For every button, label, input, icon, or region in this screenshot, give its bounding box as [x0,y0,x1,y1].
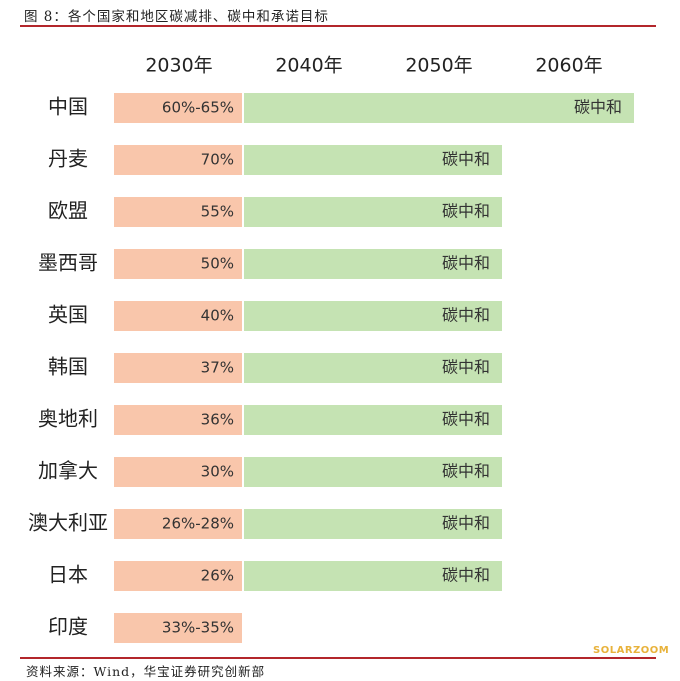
carbon-neutral-bar [244,249,502,279]
target-2030-bar [114,405,242,435]
carbon-neutral-bar [244,93,634,123]
target-2030-label: 30% [201,463,234,481]
carbon-neutral-bar [244,301,502,331]
country-label: 英国 [48,303,88,327]
target-2030-label: 70% [201,151,234,169]
target-2030-label: 26% [201,567,234,585]
target-2030-bar [114,145,242,175]
country-label: 印度 [48,615,88,639]
carbon-neutral-label: 碳中和 [442,514,490,533]
target-2030-bar [114,301,242,331]
carbon-neutral-label: 碳中和 [442,202,490,221]
target-2030-bar [114,561,242,591]
column-header-2: 2050年 [405,55,472,77]
carbon-neutral-label: 碳中和 [442,462,490,481]
country-label: 韩国 [48,355,88,379]
source-note: 资料来源：Wind，华宝证券研究创新部 [26,664,266,679]
country-label: 丹麦 [48,147,88,171]
target-2030-label: 33%-35% [162,619,234,637]
target-2030-bar [114,197,242,227]
column-header-1: 2040年 [275,55,342,77]
target-2030-label: 55% [201,203,234,221]
carbon-neutral-label: 碳中和 [442,358,490,377]
country-label: 欧盟 [48,199,88,223]
target-2030-label: 60%-65% [162,99,234,117]
carbon-neutral-bar [244,457,502,487]
target-2030-label: 40% [201,307,234,325]
country-label: 澳大利亚 [28,511,108,535]
country-label: 加拿大 [38,459,98,483]
target-2030-label: 36% [201,411,234,429]
target-2030-bar [114,613,242,643]
target-2030-label: 50% [201,255,234,273]
column-header-0: 2030年 [145,55,212,77]
top-rule [20,25,656,27]
carbon-neutral-label: 碳中和 [442,410,490,429]
carbon-neutral-label: 碳中和 [574,98,622,117]
target-2030-bar [114,249,242,279]
target-2030-bar [114,509,242,539]
country-label: 墨西哥 [38,251,98,275]
target-2030-label: 37% [201,359,234,377]
carbon-neutral-bar [244,405,502,435]
watermark: SOLARZOOM [593,645,670,656]
country-label: 中国 [48,95,88,119]
figure-caption: 图 8：各个国家和地区碳减排、碳中和承诺目标 [24,9,329,25]
carbon-neutral-bar [244,561,502,591]
carbon-neutral-label: 碳中和 [442,566,490,585]
column-header-3: 2060年 [535,55,602,77]
carbon-neutral-bar [244,197,502,227]
target-2030-bar [114,93,242,123]
country-label: 奥地利 [38,407,98,431]
carbon-neutral-label: 碳中和 [442,254,490,273]
carbon-neutral-label: 碳中和 [442,150,490,169]
target-2030-bar [114,457,242,487]
target-2030-label: 26%-28% [162,515,234,533]
carbon-neutral-bar [244,145,502,175]
carbon-neutral-bar [244,509,502,539]
bottom-rule [20,657,656,659]
carbon-neutral-bar [244,353,502,383]
country-label: 日本 [48,563,88,587]
carbon-neutral-label: 碳中和 [442,306,490,325]
target-2030-bar [114,353,242,383]
